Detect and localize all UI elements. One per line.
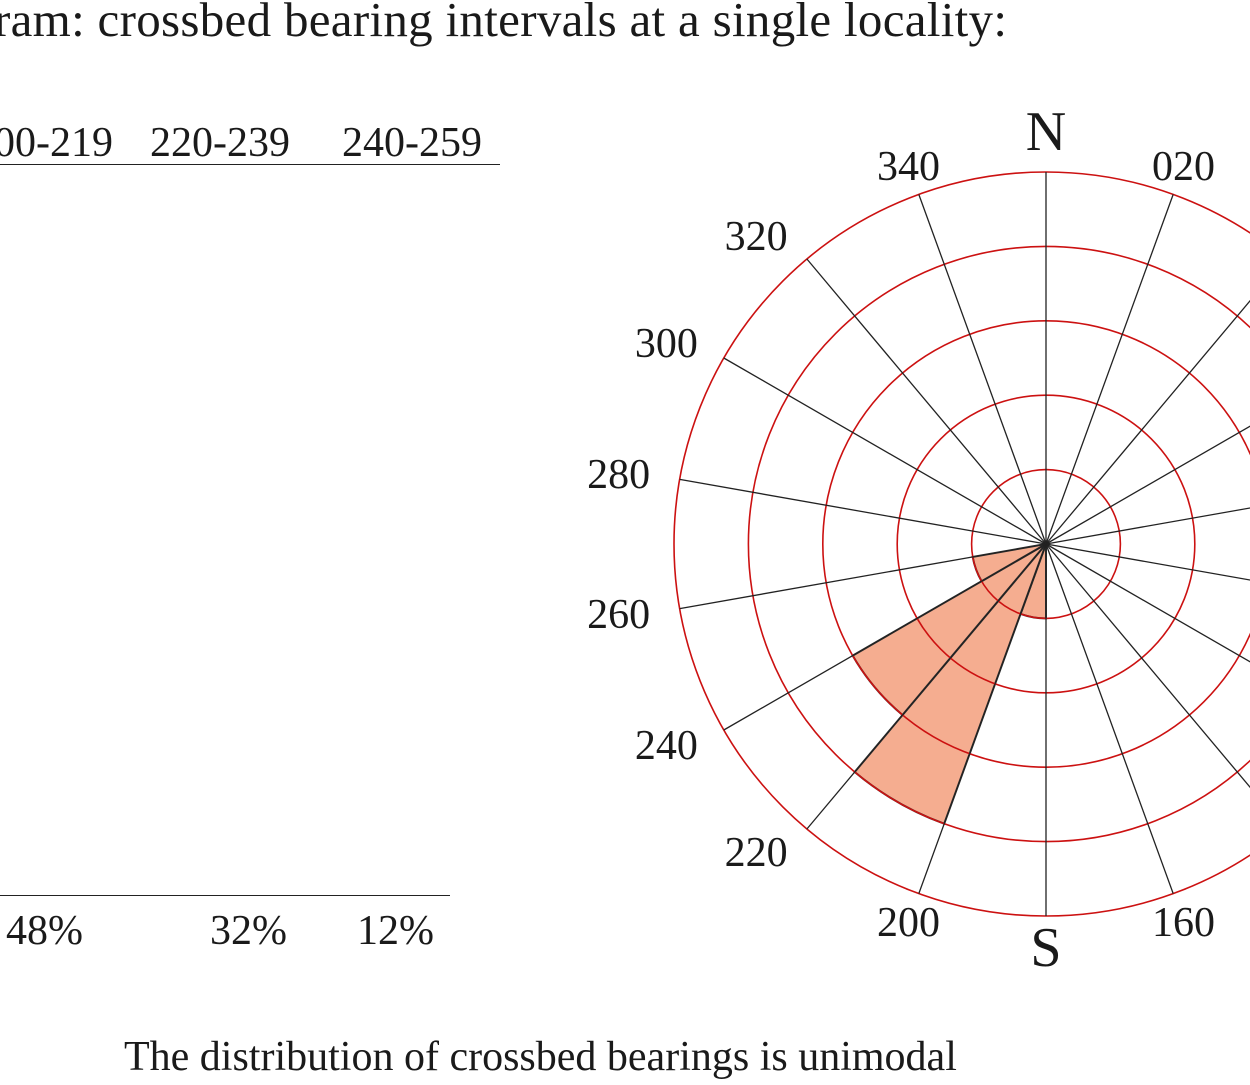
rose-labels: N S 020 160 200 220 240 260 280 300 320 340	[587, 101, 1215, 979]
spoke-140	[1045, 543, 1250, 789]
ring-5	[673, 171, 1250, 917]
spoke-60	[1045, 425, 1250, 545]
spoke-200	[918, 543, 1047, 894]
north-label: N	[1026, 101, 1066, 163]
spoke-100	[1045, 543, 1250, 581]
bearing-table: 00-219 220-239 240-259 05, 209221, 22524…	[0, 0, 520, 1000]
percentage-col-2: 32%	[210, 908, 287, 954]
column-header-3: 240-259	[342, 120, 482, 166]
footer-rule	[0, 895, 450, 896]
spoke-120	[1045, 543, 1250, 663]
angle-label-280: 280	[587, 452, 650, 498]
spoke-20	[1045, 194, 1174, 545]
spoke-280	[679, 478, 1047, 545]
south-label: S	[1030, 917, 1061, 979]
rose-sectors	[851, 543, 1047, 825]
angle-label-220: 220	[725, 830, 788, 876]
spoke-240	[723, 543, 1047, 731]
spoke-320	[806, 258, 1047, 545]
percentage-col-1: 48%	[6, 908, 83, 954]
header-rule	[0, 164, 500, 165]
ring-3	[822, 320, 1250, 768]
spoke-300	[723, 357, 1047, 545]
spoke-220	[806, 543, 1047, 830]
spoke-160	[1045, 543, 1174, 894]
diagram-title: ram: crossbed bearing intervals at a sin…	[0, 0, 1008, 47]
spoke-80	[1045, 507, 1250, 545]
percentage-col-3: 12%	[357, 908, 434, 954]
ring-4	[747, 245, 1250, 843]
caption: The distribution of crossbed bearings is…	[124, 1034, 957, 1080]
angle-label-020: 020	[1152, 144, 1215, 190]
angle-label-340: 340	[877, 144, 940, 190]
angle-label-200: 200	[877, 900, 940, 946]
column-header-2: 220-239	[150, 120, 290, 166]
angle-label-240: 240	[635, 723, 698, 769]
angle-label-260: 260	[587, 592, 650, 638]
rose-rings	[673, 171, 1250, 917]
spoke-260	[679, 543, 1047, 610]
column-header-1: 00-219	[0, 120, 113, 166]
rose-spokes	[679, 172, 1250, 916]
spoke-40	[1045, 299, 1250, 545]
angle-label-320: 320	[725, 214, 788, 260]
angle-label-300: 300	[635, 321, 698, 367]
spoke-340	[918, 194, 1047, 545]
angle-label-160: 160	[1152, 900, 1215, 946]
